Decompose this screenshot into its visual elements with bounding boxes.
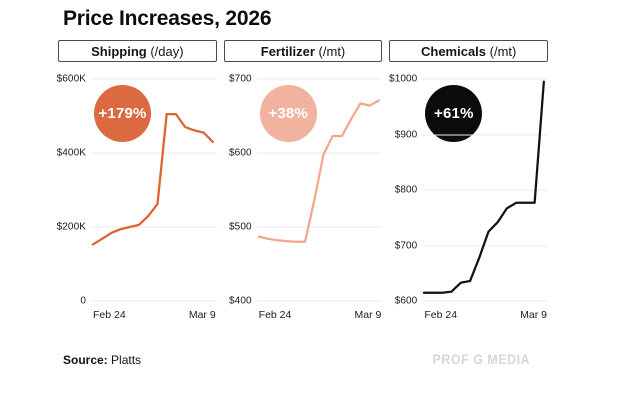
y-axis-tick-label: $600K xyxy=(56,73,86,85)
plot-chemicals: +61% xyxy=(422,78,549,302)
gridline xyxy=(422,189,549,191)
gridline xyxy=(422,134,549,135)
panel-title-chemicals: Chemicals (/mt) xyxy=(389,40,549,62)
page-title: Price Increases, 2026 xyxy=(63,7,272,30)
plot-fertilizer: +38% xyxy=(256,78,383,302)
gridline xyxy=(422,300,549,302)
x-tick-end: Mar 9 xyxy=(188,309,216,321)
gridline xyxy=(91,78,217,80)
brand-watermark: PROF G MEDIA xyxy=(432,352,530,367)
x-tick-start: Feb 24 xyxy=(93,309,126,321)
pct-change-badge-shipping: +179% xyxy=(94,85,151,142)
plot-column: +61% Feb 24 Mar 9 xyxy=(422,78,549,321)
y-axis-tick-label: $600 xyxy=(229,147,252,159)
gridline xyxy=(256,78,383,80)
panel-title-bold: Chemicals xyxy=(420,43,487,59)
gridline xyxy=(91,152,217,154)
chart-fertilizer: $700 $600 $500 $400 +38% Feb 24 Mar 9 xyxy=(224,74,383,321)
charts-area: Shipping (/day) $600K $400K $200K 0 +179% F… xyxy=(56,40,549,321)
gridline xyxy=(422,245,549,246)
plot-column: +179% Feb 24 Mar 9 xyxy=(91,78,217,321)
panel-title-fertilizer: Fertilizer (/mt) xyxy=(223,40,383,62)
panel-title-bold: Fertilizer xyxy=(260,43,315,59)
panel-shipping: Shipping (/day) $600K $400K $200K 0 +179% F… xyxy=(56,40,217,321)
gridline xyxy=(256,226,383,228)
x-tick-start: Feb 24 xyxy=(424,309,458,321)
y-axis-tick-label: $400K xyxy=(56,147,86,159)
badge-label: +38% xyxy=(268,105,308,122)
line-series-chemicals xyxy=(422,79,548,301)
badge-label: +61% xyxy=(434,105,474,122)
y-axis-tick-label: $1000 xyxy=(389,73,418,85)
y-axis-tick-label: $900 xyxy=(394,129,418,140)
gridline xyxy=(256,152,383,154)
plot-column: +38% Feb 24 Mar 9 xyxy=(256,78,383,321)
gridline xyxy=(422,78,549,80)
gridline xyxy=(256,300,383,302)
y-axis-tick-label: $200K xyxy=(56,221,86,233)
x-tick-start: Feb 24 xyxy=(258,309,292,321)
source-note: Source: Platts xyxy=(63,353,141,367)
y-axis-tick-label: $700 xyxy=(394,240,418,251)
chart-chemicals: $1000 $900 $800 $700 $600 +61% Feb 24 Mar 9 xyxy=(389,74,549,321)
x-axis-fertilizer: Feb 24 Mar 9 xyxy=(257,309,383,321)
panel-title-bold: Shipping xyxy=(91,43,147,59)
chart-shipping: $600K $400K $200K 0 +179% Feb 24 Mar 9 xyxy=(56,74,217,321)
y-axis-tick-label: $500 xyxy=(229,221,252,233)
y-axis-tick-label: 0 xyxy=(80,295,86,307)
gridline xyxy=(91,226,217,228)
panel-title-unit: (/day) xyxy=(146,43,184,59)
chart-panels-row: Shipping (/day) $600K $400K $200K 0 +179% F… xyxy=(56,40,549,321)
gridline xyxy=(91,300,217,302)
panel-title-shipping: Shipping (/day) xyxy=(58,40,217,62)
x-tick-end: Mar 9 xyxy=(520,309,548,321)
badge-label: +179% xyxy=(98,105,147,122)
source-label: Source: xyxy=(63,352,108,367)
panel-chemicals: Chemicals (/mt) $1000 $900 $800 $700 $600 +6… xyxy=(389,40,549,321)
y-axis-chemicals: $1000 $900 $800 $700 $600 xyxy=(389,74,422,307)
panel-title-unit: (/mt) xyxy=(486,43,517,59)
x-axis-shipping: Feb 24 Mar 9 xyxy=(91,309,217,321)
source-value: Platts xyxy=(111,352,142,367)
panel-title-unit: (/mt) xyxy=(314,43,346,59)
x-tick-end: Mar 9 xyxy=(354,309,382,321)
pct-change-badge-fertilizer: +38% xyxy=(259,85,317,142)
footer: Source: Platts PROF G MEDIA xyxy=(63,352,530,367)
line-series-fertilizer xyxy=(257,79,383,301)
line-series-shipping xyxy=(91,79,217,301)
x-axis-chemicals: Feb 24 Mar 9 xyxy=(422,309,548,321)
y-axis-fertilizer: $700 $600 $500 $400 xyxy=(224,74,257,307)
panel-fertilizer: Fertilizer (/mt) $700 $600 $500 $400 +38% F… xyxy=(223,40,383,321)
y-axis-tick-label: $800 xyxy=(394,184,418,196)
y-axis-tick-label: $600 xyxy=(394,295,418,307)
y-axis-tick-label: $400 xyxy=(229,295,252,307)
y-axis-shipping: $600K $400K $200K 0 xyxy=(56,74,91,307)
y-axis-tick-label: $700 xyxy=(229,73,252,85)
pct-change-badge-chemicals: +61% xyxy=(425,85,483,142)
plot-shipping: +179% xyxy=(91,78,217,302)
